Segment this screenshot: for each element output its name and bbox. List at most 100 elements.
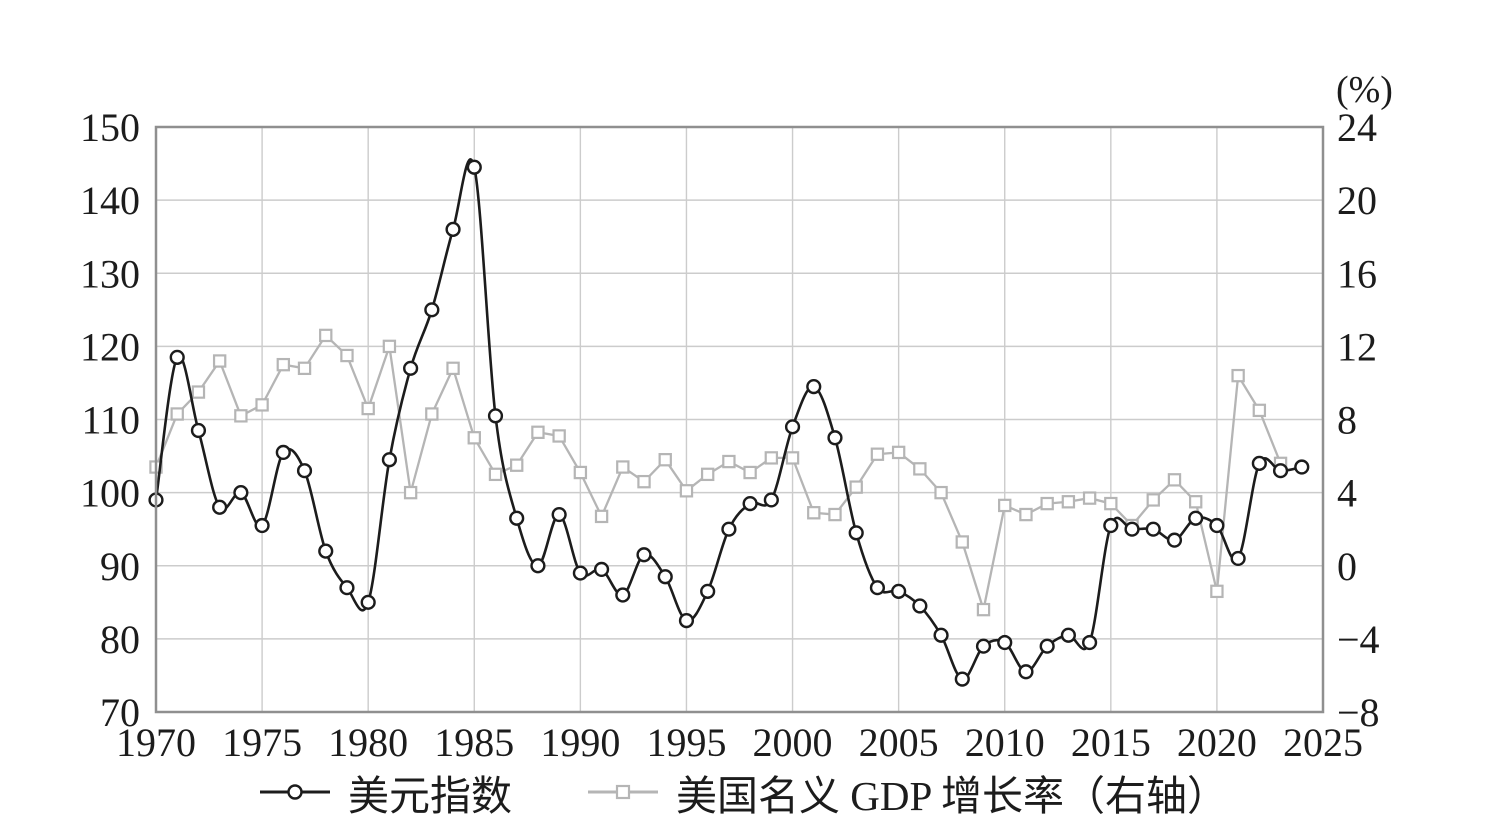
gdp-growth-data-point xyxy=(785,451,800,465)
gdp-growth-line-square-marker-icon xyxy=(588,784,658,800)
right-axis-tick-label: 12 xyxy=(1337,324,1377,369)
usd-index-data-point xyxy=(445,221,461,237)
usd-index-data-point xyxy=(742,495,758,512)
usd-index-data-point xyxy=(509,510,525,526)
gdp-growth-data-point xyxy=(255,398,269,412)
gdp-growth-data-point xyxy=(934,485,948,500)
gdp-growth-data-point xyxy=(319,328,333,343)
usd-index-line xyxy=(154,158,1303,681)
left-axis-tick-label: 70 xyxy=(100,690,140,735)
gdp-growth-data-point xyxy=(234,409,248,423)
left-axis-tick-label: 140 xyxy=(80,178,140,223)
gdp-growth-data-point xyxy=(510,458,524,472)
usd-index-data-point xyxy=(254,517,270,534)
usd-index-data-point xyxy=(466,159,482,175)
usd-index-data-point xyxy=(1018,664,1034,680)
gdp-growth-data-point xyxy=(828,507,842,522)
gdp-growth-data-point xyxy=(191,385,206,399)
gdp-growth-data-point xyxy=(1231,368,1245,383)
gdp-growth-data-point xyxy=(658,453,672,467)
gdp-growth-data-point xyxy=(891,445,906,460)
gdp-growth-data-point xyxy=(1040,496,1054,511)
legend-item-usd-index: 美元指数 xyxy=(258,762,512,822)
usd-index-data-point xyxy=(1294,459,1310,475)
usd-index-data-point xyxy=(275,444,291,461)
gdp-growth-data-point xyxy=(616,460,630,474)
gdp-growth-data-point xyxy=(1252,403,1267,418)
usd-index-data-point xyxy=(1145,521,1161,537)
gdp-growth-data-point xyxy=(552,429,566,443)
gdp-growth-data-point xyxy=(807,506,821,520)
x-axis-tick-label: 2010 xyxy=(965,720,1045,765)
gdp-growth-data-point xyxy=(1210,584,1224,599)
gdp-growth-data-point xyxy=(743,465,757,480)
right-axis-tick-label: 4 xyxy=(1337,471,1357,516)
usd-index-data-point xyxy=(318,543,334,559)
x-axis-tick-label: 1975 xyxy=(222,720,302,765)
usd-index-data-point xyxy=(593,561,610,578)
usd-index-data-point xyxy=(891,583,907,599)
x-axis-tick-label: 2000 xyxy=(753,720,833,765)
usd-index-data-point xyxy=(1039,638,1055,654)
gdp-growth-data-point xyxy=(1146,493,1160,507)
gdp-growth-data-point xyxy=(1188,495,1203,509)
gdp-growth-data-point xyxy=(573,465,588,480)
x-axis-tick-label: 2005 xyxy=(859,720,939,765)
gdp-growth-data-point xyxy=(170,407,184,421)
right-axis-tick-label: 16 xyxy=(1337,251,1377,296)
legend-item-gdp-growth: 美国名义 GDP 增长率（右轴） xyxy=(586,762,1228,822)
gdp-growth-data-point xyxy=(976,602,991,617)
gdp-growth-data-point xyxy=(955,535,969,549)
gdp-growth-data-point xyxy=(403,485,418,500)
usd-index-data-point xyxy=(360,594,376,610)
gdp-growth-data-point xyxy=(467,431,481,445)
gdp-growth-line xyxy=(154,333,1282,610)
gdp-growth-data-point xyxy=(212,354,227,368)
usd-index-data-point xyxy=(975,638,992,654)
usd-index-data-point xyxy=(1124,521,1140,537)
usd-index-data-point xyxy=(763,492,779,508)
usd-index-data-point xyxy=(997,634,1013,651)
usd-index-data-point xyxy=(296,463,313,479)
gdp-growth-data-point xyxy=(297,361,312,376)
x-axis-tick-label: 2020 xyxy=(1177,720,1257,765)
usd-index-data-point xyxy=(933,627,949,643)
usd-index-line-circle-marker-icon xyxy=(260,784,330,800)
usd-index-data-point xyxy=(1230,550,1246,567)
gdp-growth-data-point xyxy=(1082,491,1097,505)
right-axis-tick-label: 0 xyxy=(1337,544,1357,589)
gdp-growth-data-point xyxy=(849,480,863,494)
left-axis-tick-label: 80 xyxy=(100,617,140,662)
legend-label-gdp-growth: 美国名义 GDP 增长率（右轴） xyxy=(676,773,1228,819)
x-axis-tick-label: 2025 xyxy=(1283,720,1363,765)
gdp-growth-data-point xyxy=(722,454,736,469)
usd-index-data-point xyxy=(721,521,737,537)
gdp-growth-data-point xyxy=(276,357,291,372)
gdp-growth-data-point xyxy=(425,407,439,421)
left-axis-tick-label: 90 xyxy=(100,544,140,589)
legend-label-usd-index: 美元指数 xyxy=(348,773,512,819)
gdp-growth-data-point xyxy=(637,474,651,489)
usd-index-data-point xyxy=(806,378,822,395)
usd-index-data-point xyxy=(657,569,673,585)
usd-index-data-point xyxy=(1251,455,1267,471)
gdp-growth-data-point xyxy=(1019,507,1033,522)
left-axis-tick-label: 150 xyxy=(80,105,140,150)
chart-legend: 美元指数 美国名义 GDP 增长率（右轴） xyxy=(0,762,1486,822)
usd-index-data-point xyxy=(233,485,249,501)
usd-index-data-point xyxy=(848,525,864,541)
right-axis-tick-label: 24 xyxy=(1337,105,1377,150)
usd-index-data-point xyxy=(403,360,419,376)
usd-index-data-point xyxy=(424,302,440,318)
x-axis-tick-label: 1980 xyxy=(328,720,408,765)
usd-index-data-point xyxy=(530,558,546,574)
right-axis-tick-label: 20 xyxy=(1337,178,1377,223)
gdp-growth-data-point xyxy=(870,447,885,461)
gdp-growth-data-point xyxy=(1104,496,1118,511)
usd-index-data-point xyxy=(784,419,801,435)
usd-index-data-point xyxy=(212,499,228,515)
usd-index-data-point xyxy=(1060,627,1076,643)
gdp-growth-data-point xyxy=(764,451,779,465)
usd-index-data-point xyxy=(678,612,695,629)
